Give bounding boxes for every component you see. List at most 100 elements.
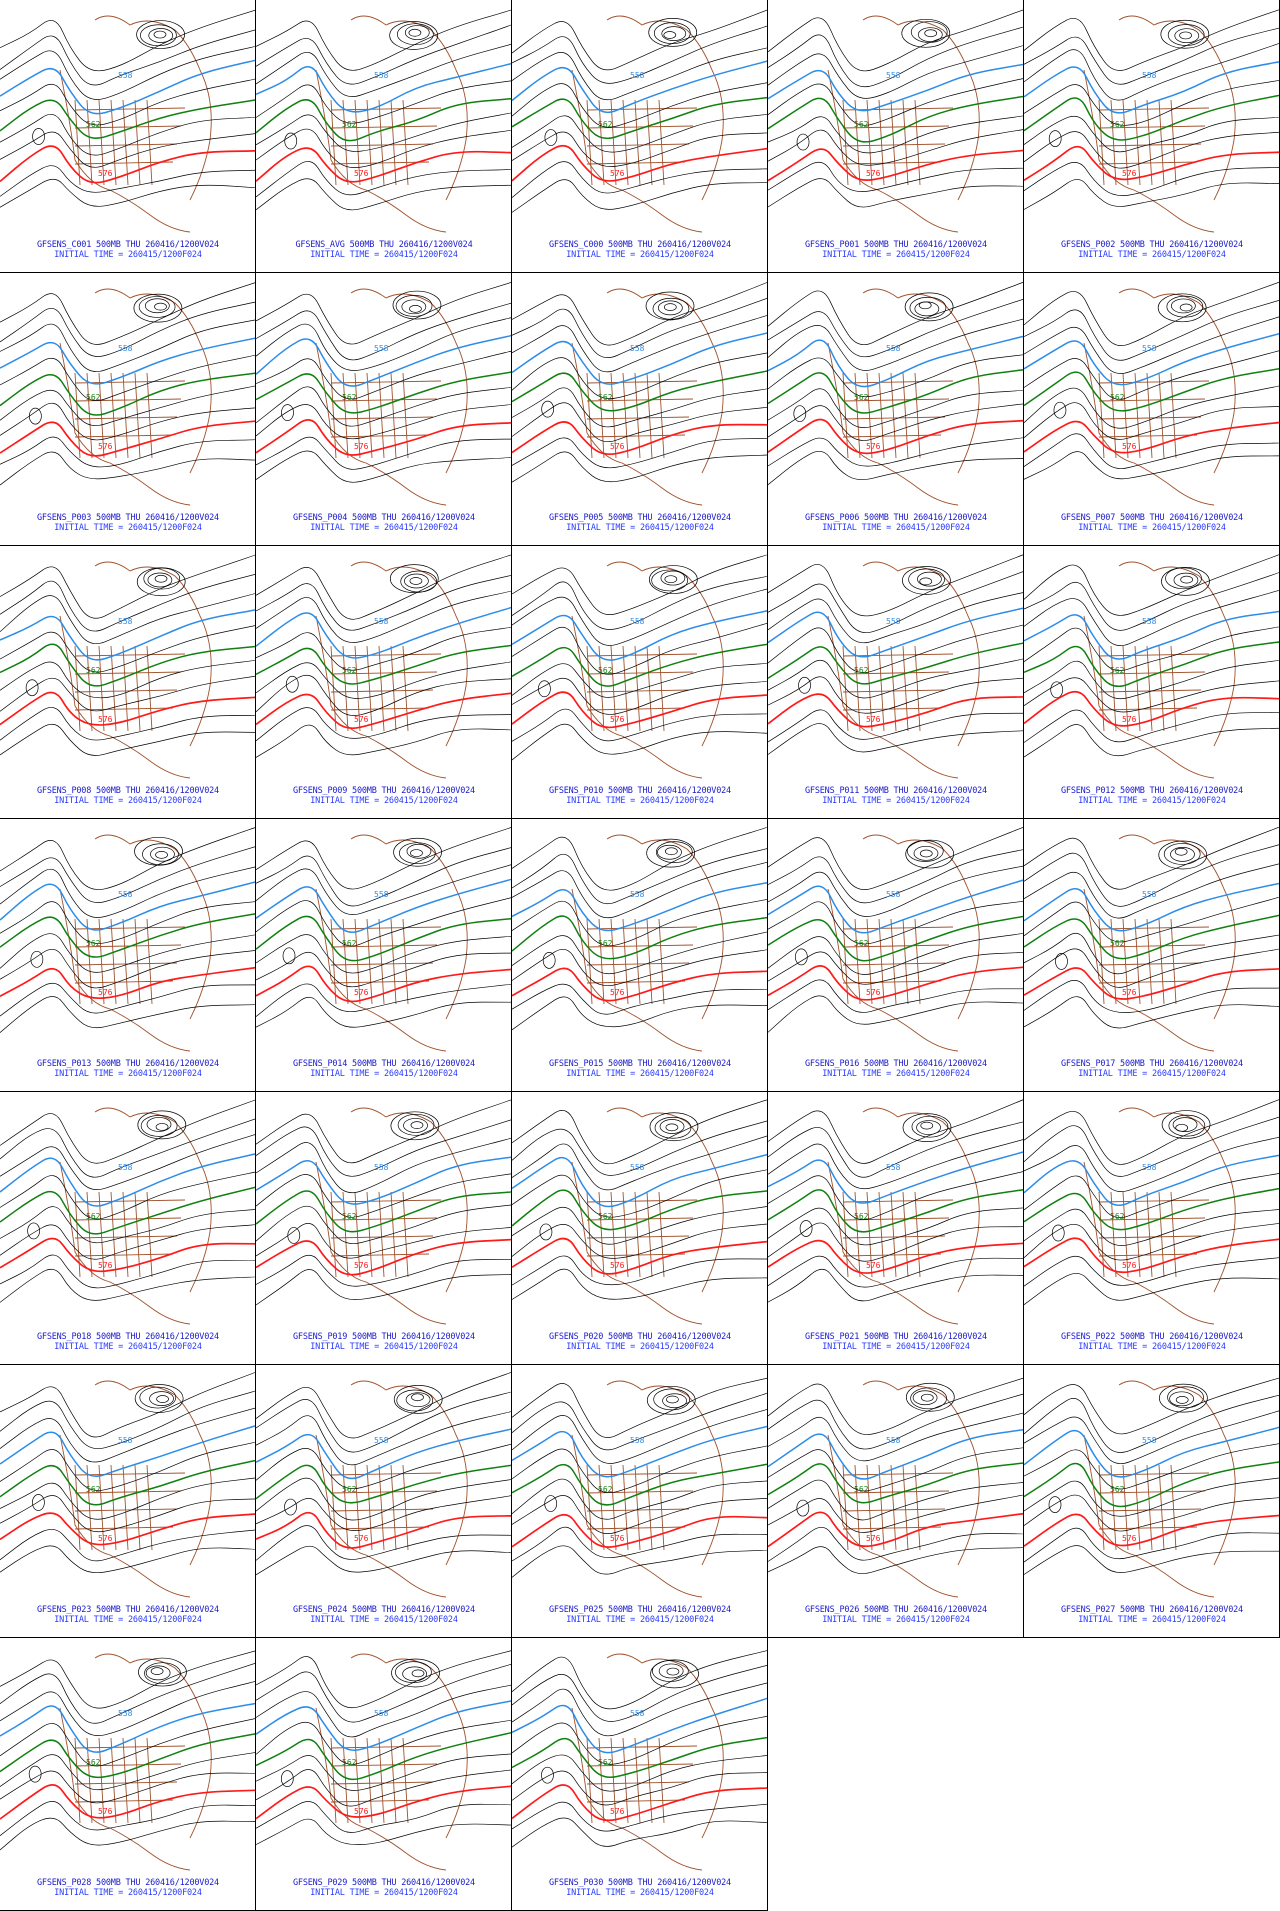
state-border — [86, 372, 93, 459]
ensemble-panel: 558 562 576 GFSENS_C000 500MB THU 260416/12… — [512, 0, 768, 273]
height-contours — [1024, 9, 1279, 210]
state-border — [330, 1763, 438, 1767]
height-contour — [256, 1769, 511, 1807]
state-border — [842, 689, 946, 693]
geography-lines — [827, 15, 980, 233]
state-border — [74, 707, 174, 711]
state-border — [634, 918, 641, 1005]
height-contour — [0, 660, 255, 699]
state-border — [866, 918, 873, 1005]
height-contour — [768, 1207, 1023, 1246]
contour-label-562: 562 — [598, 939, 613, 948]
height-contour — [512, 1377, 767, 1438]
height-contour — [768, 281, 1023, 345]
ensemble-panel: 558 562 576 GFSENS_P030 500MB THU 260416/12… — [512, 1638, 768, 1911]
cutoff-contour — [287, 1227, 301, 1244]
height-contours — [0, 554, 255, 756]
state-border — [634, 1191, 641, 1278]
contour-label-562: 562 — [854, 1212, 869, 1221]
contour-label-558: 558 — [1142, 344, 1157, 353]
height-contour — [256, 1545, 511, 1576]
contour-label-558: 558 — [374, 890, 389, 899]
panel-title: GFSENS_P019 500MB THU 260416/1200V024 — [293, 1332, 475, 1342]
height-contour — [512, 848, 767, 905]
height-contour — [0, 625, 255, 673]
panel-title: GFSENS_C001 500MB THU 260416/1200V024 — [37, 240, 219, 250]
state-border — [122, 918, 129, 1005]
low-contour — [147, 572, 173, 588]
ensemble-panel: 558 562 576 GFSENS_P010 500MB THU 260416/12… — [512, 546, 768, 819]
geography-lines — [1083, 1107, 1236, 1325]
state-border — [1098, 1464, 1105, 1551]
state-border — [586, 962, 690, 966]
height-contour — [768, 1268, 1023, 1303]
panel-title: GFSENS_P025 500MB THU 260416/1200V024 — [549, 1605, 731, 1615]
state-border — [330, 1799, 430, 1803]
contour-576 — [512, 1513, 767, 1548]
height-contour — [0, 827, 255, 890]
state-border — [1098, 1490, 1206, 1494]
ensemble-panel: 558 562 576 GFSENS_P028 500MB THU 260416/12… — [0, 1638, 256, 1911]
arctic-east-coastline — [862, 1107, 980, 1293]
contour-562 — [512, 915, 767, 960]
panel-initial-time: INITIAL TIME = 260415/1200F024 — [1078, 523, 1226, 533]
state-border — [890, 1464, 897, 1551]
height-contour — [256, 80, 511, 124]
low-contour — [657, 300, 683, 316]
state-border — [122, 1464, 129, 1551]
state-border — [330, 125, 438, 129]
height-contour — [768, 1393, 1023, 1450]
contour-558 — [768, 1429, 1023, 1480]
panel-title: GFSENS_P007 500MB THU 260416/1200V024 — [1061, 513, 1243, 523]
low-contour — [397, 1113, 435, 1136]
contour-label-562: 562 — [598, 1485, 613, 1494]
low-contour — [651, 1660, 689, 1682]
state-border — [842, 416, 946, 420]
contour-label-576: 576 — [1122, 442, 1137, 451]
cutoff-contour — [538, 680, 551, 698]
height-contour — [512, 862, 767, 919]
contour-562 — [0, 913, 255, 958]
height-contour — [1024, 948, 1279, 988]
height-contour — [256, 1443, 511, 1490]
panel-title: GFSENS_P002 500MB THU 260416/1200V024 — [1061, 240, 1243, 250]
contour-label-562: 562 — [854, 393, 869, 402]
state-border — [402, 1737, 409, 1824]
height-contour — [768, 78, 1023, 126]
height-contour — [0, 1801, 255, 1836]
contour-label-576: 576 — [610, 715, 625, 724]
panel-initial-time: INITIAL TIME = 260415/1200F024 — [566, 1888, 714, 1898]
height-contour — [1024, 1223, 1279, 1261]
height-contour — [512, 622, 767, 675]
geography-lines — [59, 561, 212, 779]
height-contour — [0, 301, 255, 357]
height-contour — [768, 995, 1023, 1033]
west-coastline — [59, 1707, 191, 1871]
state-border — [586, 944, 694, 948]
height-contour — [256, 897, 511, 947]
low-contour — [390, 1111, 440, 1141]
contour-label-558: 558 — [374, 1163, 389, 1172]
height-contour — [768, 403, 1023, 441]
panel-initial-time: INITIAL TIME = 260415/1200F024 — [54, 1615, 202, 1625]
low-contour — [1167, 24, 1205, 46]
cutoff-contour — [799, 1220, 813, 1237]
low-contour — [401, 299, 427, 315]
low-contour — [155, 850, 168, 859]
state-border — [1134, 1191, 1141, 1278]
height-contour — [768, 450, 1023, 485]
low-contour — [395, 1661, 432, 1683]
contour-label-576: 576 — [354, 1807, 369, 1816]
height-contour — [512, 114, 767, 153]
height-contour — [512, 1120, 767, 1176]
contour-label-576: 576 — [866, 715, 881, 724]
low-contour — [399, 842, 436, 865]
state-border — [378, 1191, 385, 1278]
contour-map-icon: 558 562 576 — [256, 827, 511, 1052]
contour-label-562: 562 — [598, 1212, 613, 1221]
height-contour — [256, 450, 511, 483]
state-border — [842, 380, 954, 384]
low-contour — [404, 573, 429, 589]
height-contour — [512, 161, 767, 198]
low-contour — [1179, 31, 1192, 40]
